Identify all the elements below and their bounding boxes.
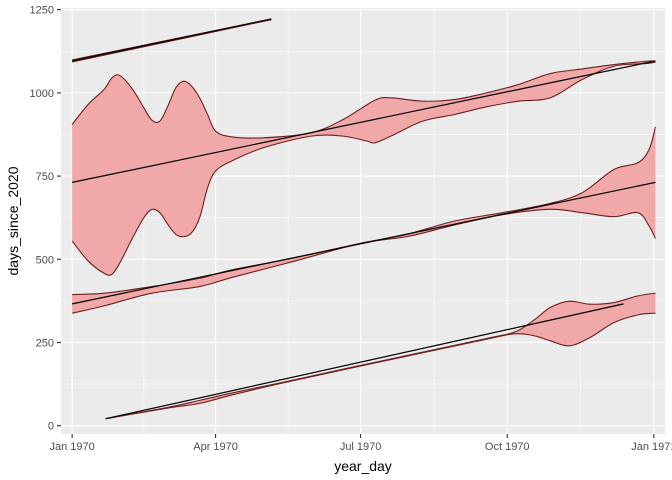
trend-line-2023 bbox=[72, 18, 272, 62]
trend-line-2021 bbox=[72, 181, 656, 305]
lines-layer bbox=[72, 18, 656, 420]
x-tick-label: Jul 1970 bbox=[340, 441, 382, 453]
y-axis-ticks: 0 250 500 750 1000 1250 bbox=[30, 5, 61, 433]
y-tick-label: 500 bbox=[36, 254, 54, 266]
y-axis-title: days_since_2020 bbox=[5, 166, 21, 275]
ribbon-lower-edge-2021 bbox=[72, 208, 656, 314]
ribbon-lower-edge-2023 bbox=[72, 19, 272, 63]
x-axis-ticks: Jan 1970 Apr 1970 Jul 1970 Oct 1970 Jan 1971 bbox=[50, 434, 672, 453]
ribbon-lower-edge-2020 bbox=[105, 312, 656, 420]
ribbon-upper-edge-2022 bbox=[71, 60, 656, 139]
trend-line-2020 bbox=[105, 303, 624, 420]
x-axis-title: year_day bbox=[334, 458, 392, 474]
y-tick-label: 250 bbox=[36, 337, 54, 349]
y-tick-label: 750 bbox=[36, 171, 54, 183]
y-tick-label: 0 bbox=[48, 421, 54, 433]
ribbon-2021 bbox=[72, 126, 656, 314]
x-tick-label: Jan 1971 bbox=[631, 441, 672, 453]
x-tick-label: Apr 1970 bbox=[193, 441, 238, 453]
trend-line-2022 bbox=[72, 60, 656, 183]
ribbon-2022 bbox=[72, 60, 656, 276]
y-tick-label: 1000 bbox=[30, 88, 54, 100]
ribbon-lower-edge-2022 bbox=[71, 61, 656, 276]
ribbon-2020 bbox=[105, 293, 656, 419]
y-tick-label: 1250 bbox=[30, 5, 54, 17]
x-tick-label: Jan 1970 bbox=[50, 441, 95, 453]
x-tick-label: Oct 1970 bbox=[485, 441, 530, 453]
ribbon-upper-edge-2020 bbox=[105, 292, 656, 420]
